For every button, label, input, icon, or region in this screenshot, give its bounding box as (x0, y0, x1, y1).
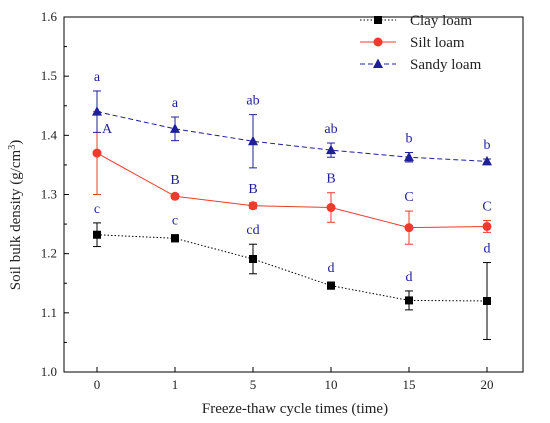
significance-letter: cd (246, 223, 259, 238)
axes: 1.01.11.21.31.41.51.60 1 5 10 15 20 (41, 9, 524, 392)
series-line-clay-loam (96, 234, 488, 302)
data-point-sandy-loam (404, 151, 414, 162)
data-point-silt-loam (326, 203, 336, 213)
y-tick-label: 1.4 (41, 127, 58, 142)
x-tick-label: 0 (94, 377, 101, 392)
significance-letter: B (170, 173, 179, 188)
significance-letter: b (406, 131, 413, 146)
significance-letter: B (248, 182, 257, 197)
significance-letter: d (406, 270, 413, 285)
data-point-silt-loam (482, 221, 492, 231)
series-sandy-loam: a a ab ab b b (92, 70, 492, 169)
data-point-clay-loam (327, 281, 335, 290)
significance-letter: a (172, 96, 179, 111)
legend-label-silt-loam: Silt loam (410, 35, 465, 51)
y-axis-title: Soil bulk density (g/cm3) (7, 140, 24, 290)
y-tick-label: 1.5 (41, 68, 57, 83)
x-tick-label: 1 (172, 377, 179, 392)
significance-letter: C (482, 200, 491, 215)
data-point-sandy-loam (92, 106, 102, 116)
legend: Clay loam Silt loam Sandy loam (360, 13, 482, 73)
significance-letter: d (484, 242, 491, 257)
legend-label-sandy-loam: Sandy loam (410, 57, 482, 73)
data-point-clay-loam (405, 296, 413, 305)
significance-letter: a (94, 70, 101, 85)
x-tick-label: 10 (325, 377, 338, 392)
data-point-silt-loam (170, 191, 180, 201)
significance-letter: B (326, 172, 335, 187)
y-tick-label: 1.1 (41, 305, 57, 320)
significance-letter: ab (324, 122, 337, 137)
series-clay-loam: c c cd d d d (93, 202, 491, 340)
y-axis-title-superscript: 3 (7, 145, 18, 150)
legend-marker-clay-loam (374, 16, 382, 24)
x-tick-label: 20 (481, 377, 494, 392)
significance-letter: d (328, 261, 335, 276)
x-tick-label: 15 (403, 377, 416, 392)
data-point-sandy-loam (482, 155, 492, 166)
y-tick-label: 1.6 (41, 9, 58, 24)
x-tick-label: 5 (250, 377, 257, 392)
significance-letter: C (404, 190, 413, 205)
series-silt-loam: A B B B C C (92, 111, 492, 245)
data-point-clay-loam (171, 234, 179, 243)
significance-letter: c (172, 214, 178, 229)
data-point-silt-loam (404, 223, 414, 233)
legend-marker-sandy-loam (373, 58, 383, 68)
significance-letter: b (484, 138, 491, 153)
plot-area: c c cd d d d A B B B C Ca a ab ab b b (92, 70, 492, 340)
x-axis-title: Freeze-thaw cycle times (time) (202, 401, 388, 417)
data-point-silt-loam (92, 148, 102, 158)
significance-letter: A (102, 122, 113, 137)
y-axis-title-close: ) (8, 140, 24, 145)
series-line-sandy-loam (96, 111, 488, 162)
y-tick-label: 1.3 (41, 187, 57, 202)
data-point-silt-loam (248, 201, 258, 211)
data-point-sandy-loam (248, 135, 258, 146)
significance-letter: ab (246, 94, 259, 109)
data-point-sandy-loam (326, 144, 336, 155)
data-point-clay-loam (483, 297, 491, 305)
y-tick-label: 1.2 (41, 246, 57, 261)
series-line-silt-loam (96, 152, 488, 229)
data-point-sandy-loam (170, 123, 180, 133)
significance-letter: c (94, 202, 100, 217)
data-point-clay-loam (249, 254, 257, 263)
legend-label-clay-loam: Clay loam (410, 13, 472, 29)
y-axis-title-main: Soil bulk density (g/cm (8, 149, 24, 290)
data-point-clay-loam (93, 230, 101, 239)
y-tick-label: 1.0 (41, 364, 57, 379)
legend-marker-silt-loam (373, 37, 383, 47)
